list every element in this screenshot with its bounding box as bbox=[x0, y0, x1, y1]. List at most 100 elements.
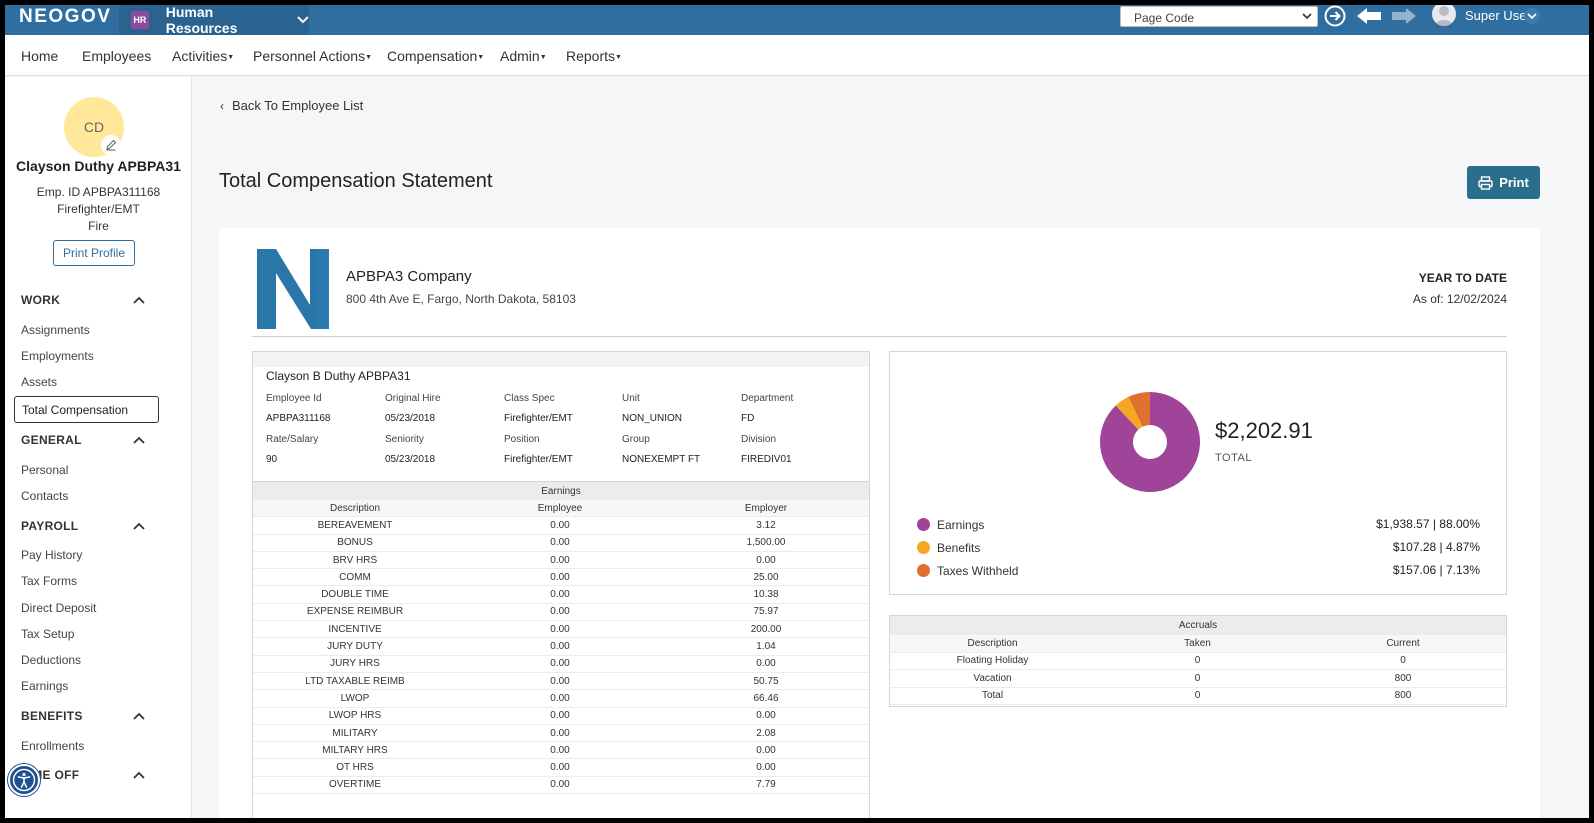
section-work-heading[interactable]: WORK bbox=[21, 293, 61, 307]
sidebar-item-pay-history[interactable]: Pay History bbox=[21, 548, 83, 562]
sidebar-item-personal[interactable]: Personal bbox=[21, 463, 69, 477]
cell-employee: 0.00 bbox=[550, 571, 570, 583]
sidebar-item-total-compensation[interactable]: Total Compensation bbox=[14, 396, 159, 423]
nav-personnel-actions[interactable]: Personnel Actions▼ bbox=[253, 48, 372, 64]
nav-admin[interactable]: Admin▼ bbox=[500, 48, 547, 64]
back-link-label: Back To Employee List bbox=[232, 98, 364, 113]
cell-employee: 0.00 bbox=[550, 606, 570, 618]
field-label-division: Division bbox=[741, 434, 777, 445]
legend-label-earnings: Earnings bbox=[937, 518, 985, 532]
sidebar-item-deductions[interactable]: Deductions bbox=[21, 653, 82, 667]
edit-avatar-button[interactable] bbox=[101, 135, 121, 155]
table-row: OT HRS 0.00 0.00 bbox=[253, 759, 869, 777]
chevron-down-icon bbox=[297, 16, 309, 24]
nav-compensation[interactable]: Compensation▼ bbox=[387, 48, 484, 64]
cell-employee: 0.00 bbox=[550, 710, 570, 722]
cell-employer: 0.00 bbox=[756, 554, 776, 566]
legend-swatch-benefits bbox=[917, 541, 930, 554]
brand-logo[interactable]: NEOGOV bbox=[19, 6, 112, 27]
table-row: JURY HRS 0.00 0.00 bbox=[253, 656, 869, 673]
earnings-table: Earnings Description Employee Employer B… bbox=[253, 481, 869, 795]
cell-description: COMM bbox=[339, 571, 371, 583]
sidebar-item-direct-deposit[interactable]: Direct Deposit bbox=[21, 601, 97, 615]
sidebar-item-contacts[interactable]: Contacts bbox=[21, 489, 69, 503]
forward-arrow-icon[interactable] bbox=[1390, 7, 1418, 25]
accessibility-button[interactable] bbox=[8, 764, 40, 796]
sidebar-item-employments[interactable]: Employments bbox=[21, 349, 94, 363]
user-menu-toggle[interactable] bbox=[1524, 8, 1540, 24]
column-header: Current bbox=[1386, 637, 1420, 649]
field-value-class-spec: Firefighter/EMT bbox=[504, 413, 573, 424]
cell-employer: 2.08 bbox=[756, 727, 776, 739]
cell-description: OVERTIME bbox=[328, 779, 382, 791]
field-label-original-hire: Original Hire bbox=[385, 393, 441, 404]
chevron-up-icon[interactable] bbox=[133, 770, 145, 780]
cell-current: 800 bbox=[1394, 690, 1412, 702]
accruals-title: Accruals bbox=[890, 616, 1506, 635]
cell-employer: 75.97 bbox=[753, 606, 779, 618]
print-button[interactable]: Print bbox=[1467, 166, 1540, 199]
chevron-up-icon[interactable] bbox=[133, 711, 145, 721]
back-arrow-icon[interactable] bbox=[1355, 7, 1383, 25]
field-value-group: NONEXEMPT FT bbox=[622, 454, 701, 465]
employee-name: Clayson Duthy APBPA31 bbox=[16, 158, 181, 174]
page-code-select[interactable]: Page Code bbox=[1120, 6, 1318, 27]
field-value-employee-id: APBPA311168 bbox=[266, 413, 331, 424]
cell-description: MILTARY HRS bbox=[322, 744, 388, 756]
table-row: BONUS 0.00 1,500.00 bbox=[253, 535, 869, 552]
nav-employees[interactable]: Employees bbox=[82, 48, 151, 64]
chevron-up-icon[interactable] bbox=[133, 521, 145, 531]
cell-employer: 0.00 bbox=[756, 710, 776, 722]
cell-employee: 0.00 bbox=[550, 727, 570, 739]
nav-reports[interactable]: Reports▼ bbox=[566, 48, 622, 64]
chevron-up-icon[interactable] bbox=[133, 435, 145, 445]
chevron-up-icon[interactable] bbox=[133, 295, 145, 305]
table-row: OVERTIME 0.00 7.79 bbox=[253, 777, 869, 795]
table-row: EXPENSE REIMBUR 0.00 75.97 bbox=[253, 604, 869, 622]
sidebar-item-tax-setup[interactable]: Tax Setup bbox=[21, 627, 75, 641]
field-label-unit: Unit bbox=[622, 393, 640, 404]
cell-description: LWOP HRS bbox=[328, 710, 382, 722]
nav-activities[interactable]: Activities▼ bbox=[172, 48, 234, 64]
accruals-header-row: Description Taken Current bbox=[890, 635, 1506, 653]
sidebar-item-assignments[interactable]: Assignments bbox=[21, 323, 90, 337]
user-name[interactable]: Super User bbox=[1465, 8, 1531, 23]
caret-down-icon: ▼ bbox=[615, 53, 622, 61]
cell-current: 0 bbox=[1400, 655, 1406, 667]
sidebar-item-assets[interactable]: Assets bbox=[21, 375, 58, 389]
cell-employer: 0.00 bbox=[756, 762, 776, 774]
cell-description: DOUBLE TIME bbox=[321, 589, 389, 601]
go-arrow-icon[interactable] bbox=[1324, 5, 1346, 27]
section-benefits-heading[interactable]: BENEFITS bbox=[21, 709, 83, 723]
sidebar-item-earnings[interactable]: Earnings bbox=[21, 679, 69, 693]
field-value-unit: NON_UNION bbox=[622, 413, 683, 424]
cell-employee: 0.00 bbox=[550, 658, 570, 670]
nav-home[interactable]: Home bbox=[21, 48, 58, 64]
app-window: NEOGOV HR Human Resources Page Code Supe… bbox=[5, 5, 1589, 818]
legend-swatch-earnings bbox=[917, 518, 930, 531]
column-header: Employee bbox=[537, 502, 583, 514]
nav-label: Compensation bbox=[387, 48, 478, 64]
company-name: APBPA3 Company bbox=[346, 268, 472, 285]
table-row: JURY DUTY 0.00 1.04 bbox=[253, 638, 869, 656]
cell-description: MILITARY bbox=[332, 727, 378, 739]
cell-description: BONUS bbox=[337, 537, 373, 549]
section-payroll-heading[interactable]: PAYROLL bbox=[21, 519, 79, 533]
sidebar-item-enrollments[interactable]: Enrollments bbox=[21, 739, 85, 753]
cell-description: BEREAVEMENT bbox=[317, 519, 393, 531]
table-row: DOUBLE TIME 0.00 10.38 bbox=[253, 586, 869, 604]
section-general-heading[interactable]: GENERAL bbox=[21, 433, 82, 447]
back-to-employee-list-link[interactable]: ‹ Back To Employee List bbox=[220, 98, 363, 113]
cell-employer: 1.04 bbox=[756, 641, 776, 653]
module-switcher[interactable]: HR Human Resources bbox=[119, 5, 309, 36]
nav-label: Personnel Actions bbox=[253, 48, 366, 64]
sidebar-item-tax-forms[interactable]: Tax Forms bbox=[21, 574, 78, 588]
hr-badge: HR bbox=[131, 11, 149, 29]
field-label-department: Department bbox=[741, 393, 794, 404]
user-avatar[interactable] bbox=[1432, 5, 1456, 26]
print-profile-button[interactable]: Print Profile bbox=[53, 240, 135, 266]
cell-employee: 0.00 bbox=[550, 537, 570, 549]
print-label: Print bbox=[1499, 175, 1529, 190]
field-value-seniority: 05/23/2018 bbox=[385, 454, 436, 465]
page-title: Total Compensation Statement bbox=[219, 170, 493, 192]
